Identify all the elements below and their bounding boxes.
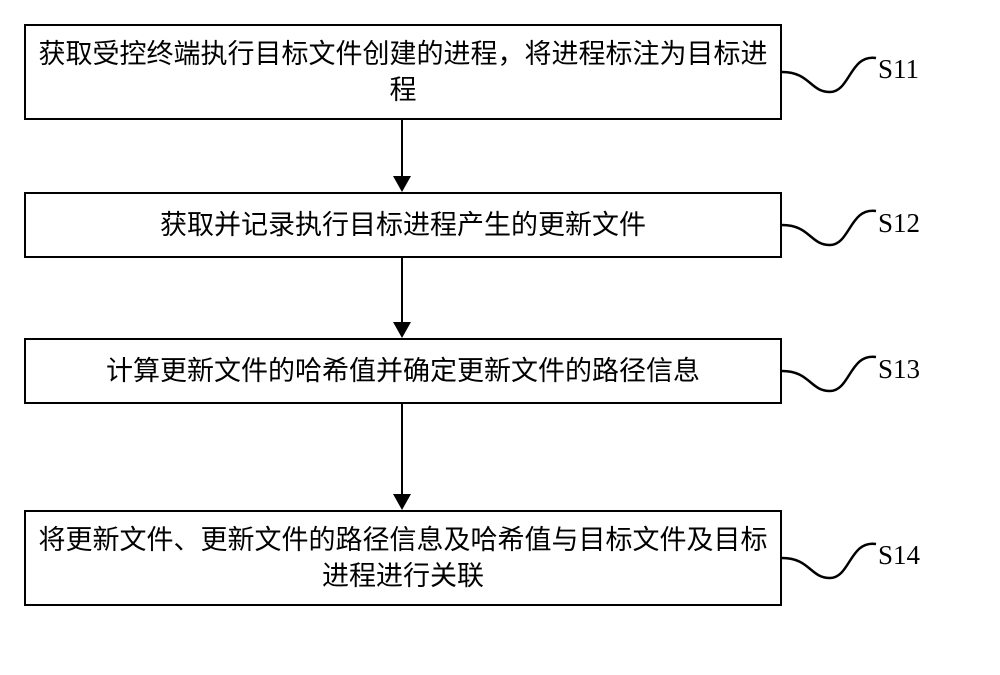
connector-2 xyxy=(782,203,878,247)
arrow-1-line xyxy=(401,120,403,176)
flow-step-3: 计算更新文件的哈希值并确定更新文件的路径信息 xyxy=(24,338,782,404)
flow-step-1: 获取受控终端执行目标文件创建的进程，将进程标注为目标进程 xyxy=(24,24,782,120)
flow-step-2: 获取并记录执行目标进程产生的更新文件 xyxy=(24,192,782,258)
connector-4 xyxy=(782,536,878,580)
connector-3 xyxy=(782,349,878,393)
flow-step-3-text: 计算更新文件的哈希值并确定更新文件的路径信息 xyxy=(106,353,700,389)
step-label-s13: S13 xyxy=(878,354,920,385)
flow-step-4-text: 将更新文件、更新文件的路径信息及哈希值与目标文件及目标进程进行关联 xyxy=(34,522,772,595)
flowchart-container: 获取受控终端执行目标文件创建的进程，将进程标注为目标进程 获取并记录执行目标进程… xyxy=(0,0,1000,675)
flow-step-4: 将更新文件、更新文件的路径信息及哈希值与目标文件及目标进程进行关联 xyxy=(24,510,782,606)
connector-1 xyxy=(782,50,878,94)
flow-step-2-text: 获取并记录执行目标进程产生的更新文件 xyxy=(160,207,646,243)
arrow-2-line xyxy=(401,258,403,322)
step-label-s12: S12 xyxy=(878,208,920,239)
arrow-2-head xyxy=(393,322,411,338)
step-label-s14: S14 xyxy=(878,540,920,571)
arrow-3-line xyxy=(401,404,403,494)
arrow-3-head xyxy=(393,494,411,510)
flow-step-1-text: 获取受控终端执行目标文件创建的进程，将进程标注为目标进程 xyxy=(34,36,772,109)
arrow-1-head xyxy=(393,176,411,192)
step-label-s11: S11 xyxy=(878,54,919,85)
